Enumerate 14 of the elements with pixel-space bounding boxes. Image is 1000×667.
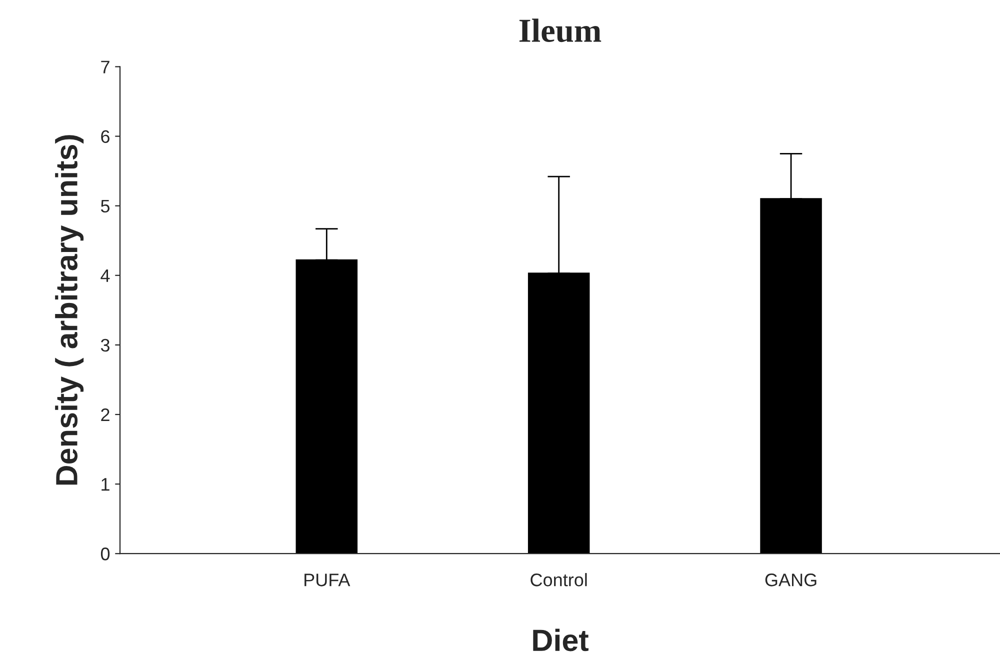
y-tick-label: 6 [101,130,110,143]
y-tick-label: 1 [102,478,110,491]
x-axis-title: Diet [533,628,588,652]
y-tick-label: 5 [100,200,110,213]
chart-title: Ileum [519,18,602,42]
x-tick-label: Control [530,573,587,586]
y-tick-label: 2 [101,408,110,422]
y-tick-label: 0 [100,548,110,560]
x-tick-label: PUFA [304,574,350,586]
x-tick-label: GANG [765,574,816,586]
y-tick-label: 3 [100,338,110,352]
y-axis-title: Density ( arbitrary units) [55,135,84,485]
y-tick-label: 7 [101,60,110,74]
y-tick-label: 4 [100,269,110,282]
